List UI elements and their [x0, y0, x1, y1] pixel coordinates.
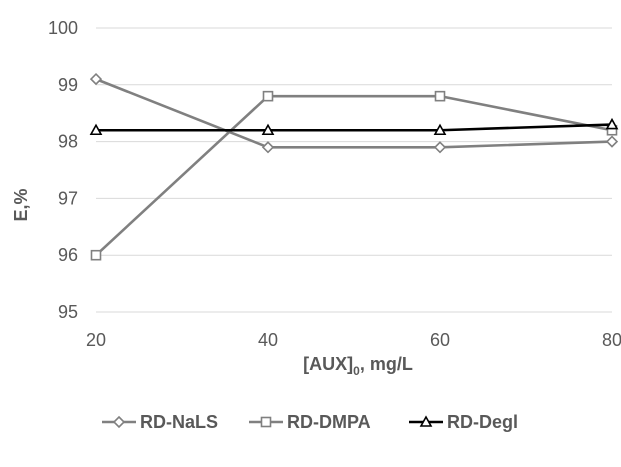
x-tick-label: 60 [430, 330, 450, 350]
x-axis-label-rest: , mg/L [360, 354, 413, 374]
legend-marker-square [260, 416, 272, 428]
data-point-triangle [605, 117, 619, 130]
data-point-square [90, 249, 102, 261]
y-axis: 95 96 97 98 99 100 [48, 18, 78, 322]
series-line-square [95, 94, 613, 257]
y-tick-label: 96 [58, 245, 78, 265]
data-point-square [434, 90, 446, 102]
data-point-triangle [433, 123, 447, 136]
y-tick-label: 95 [58, 302, 78, 322]
y-tick-label: 98 [58, 132, 78, 152]
legend-label: RD-NaLS [140, 412, 218, 432]
legend-label: RD-DMPA [287, 412, 371, 432]
x-tick-label: 80 [602, 330, 621, 350]
data-point-diamond [261, 141, 275, 154]
data-point-triangle [89, 123, 103, 136]
data-point-triangle [261, 123, 275, 136]
legend: RD-NaLS RD-DMPA RD-Degl [102, 412, 518, 432]
data-point-diamond [605, 135, 619, 148]
x-axis-label-main: [AUX] [303, 354, 353, 374]
series-line-triangle [96, 123, 613, 132]
grid [96, 27, 612, 313]
y-tick-label: 99 [58, 75, 78, 95]
y-axis-label: E,% [11, 188, 31, 221]
legend-label: RD-Degl [447, 412, 518, 432]
data-point-square [262, 90, 274, 102]
x-tick-label: 40 [258, 330, 278, 350]
data-point-diamond [89, 72, 103, 86]
y-tick-label: 100 [48, 18, 78, 38]
series-group [89, 72, 619, 261]
x-axis-label: [AUX]0, mg/L [303, 354, 413, 378]
data-point-diamond [433, 141, 447, 154]
y-tick-label: 97 [58, 188, 78, 208]
legend-marker-diamond [112, 415, 126, 429]
legend-marker-triangle [419, 415, 433, 427]
series-line-diamond [95, 77, 613, 149]
x-tick-label: 20 [86, 330, 106, 350]
x-axis-label-sub: 0 [353, 364, 360, 378]
x-axis: 20 40 60 80 [86, 330, 621, 350]
